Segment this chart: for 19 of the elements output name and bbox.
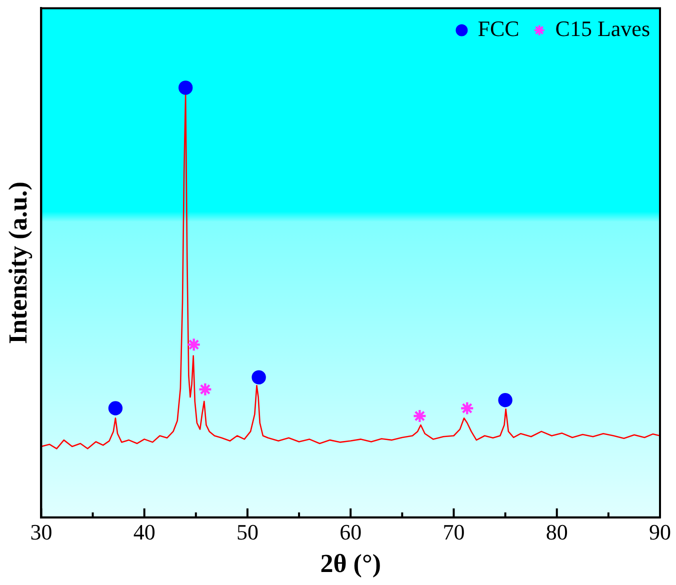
legend-label: C15 Laves: [555, 16, 650, 41]
x-axis-title: 2θ (°): [320, 549, 381, 578]
x-tick-label: 90: [649, 519, 671, 544]
x-tick-label: 70: [442, 519, 465, 544]
point: [108, 401, 123, 416]
point: [178, 80, 193, 95]
point: [252, 370, 266, 384]
point: [412, 408, 427, 424]
legend-label: FCC: [478, 16, 520, 41]
point: [498, 392, 512, 408]
x-tick-label: 30: [30, 519, 52, 544]
point: [460, 401, 474, 416]
point: [198, 382, 212, 396]
point: [186, 338, 201, 352]
x-tick-label: 60: [340, 519, 362, 544]
y-axis-title: Intensity (a.u.): [3, 182, 32, 344]
x-tick-label: 50: [236, 519, 258, 544]
x-tick-label: 40: [133, 519, 156, 544]
x-tick-label: 80: [546, 519, 568, 544]
